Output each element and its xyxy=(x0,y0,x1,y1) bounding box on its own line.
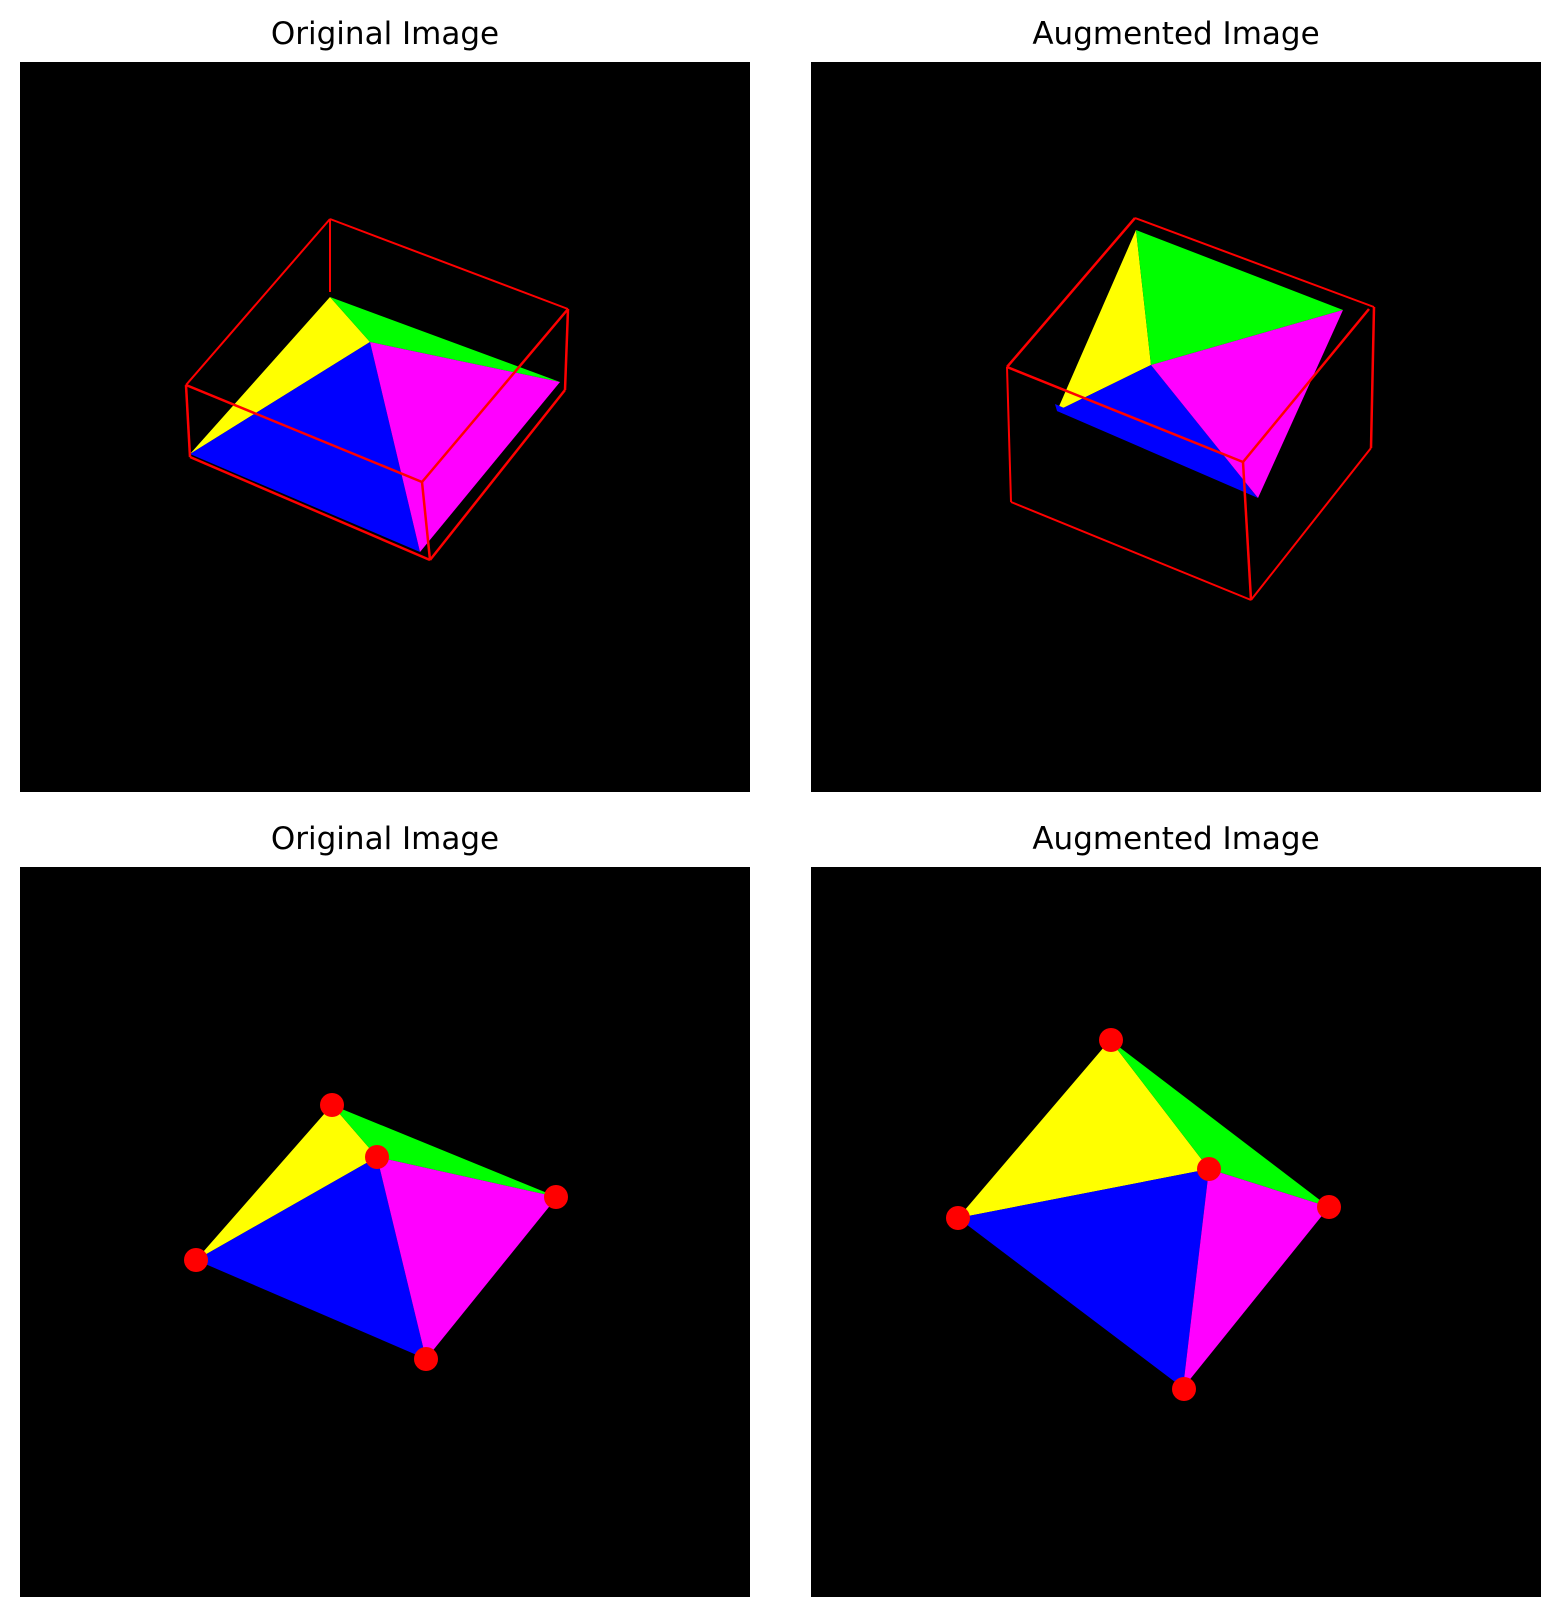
keypoint-apex xyxy=(365,1145,389,1169)
pyramid-face-magenta xyxy=(370,342,560,552)
bounding-box-back xyxy=(1006,217,1375,601)
original-image-with-bbox xyxy=(20,62,750,792)
pyramid-render-keypoints-augmented xyxy=(946,1028,1341,1401)
augmented-image-with-keypoints xyxy=(811,867,1541,1597)
keypoints xyxy=(946,1028,1341,1401)
augmented-image-with-bbox xyxy=(811,62,1541,792)
pyramid-face-yellow xyxy=(958,1040,1209,1218)
keypoint-apex-back xyxy=(1099,1028,1123,1052)
pyramid-render-keypoints-original xyxy=(184,1093,568,1371)
keypoint-right xyxy=(544,1185,568,1209)
bounding-box-back xyxy=(185,218,569,386)
pyramid-face-green xyxy=(1136,230,1343,365)
pyramid-face-yellow xyxy=(1057,230,1151,411)
keypoint-right xyxy=(1317,1195,1341,1219)
pyramid-face-green xyxy=(332,1105,557,1197)
pyramid-face-magenta xyxy=(377,1157,557,1359)
pyramid-face-blue xyxy=(958,1169,1209,1388)
keypoint-left xyxy=(184,1248,208,1272)
pyramid-face-magenta xyxy=(1151,310,1343,498)
pyramid-face-blue xyxy=(196,1157,426,1359)
pyramid-face-blue-edge xyxy=(1055,404,1258,498)
panel-title-top-right: Augmented Image xyxy=(1032,16,1320,52)
keypoint-bottom xyxy=(1172,1377,1196,1401)
pyramid-face-green xyxy=(1110,1040,1329,1207)
panel-title-bottom-left: Original Image xyxy=(270,821,500,857)
panel-title-bottom-right: Augmented Image xyxy=(1032,821,1320,857)
pyramid-face-blue xyxy=(1057,365,1258,498)
keypoint-bottom xyxy=(414,1347,438,1371)
keypoint-apex xyxy=(1197,1157,1221,1181)
pyramid-face-yellow xyxy=(196,1105,377,1260)
pyramid-face-magenta xyxy=(1183,1169,1329,1388)
pyramid-render-bbox-augmented xyxy=(1006,217,1376,601)
bounding-box-front xyxy=(1006,217,1376,601)
keypoint-apex-back xyxy=(320,1093,344,1117)
pyramid-render-bbox-original xyxy=(184,218,570,562)
pyramid-face-green xyxy=(330,297,560,382)
keypoint-left xyxy=(946,1206,970,1230)
panel-title-top-left: Original Image xyxy=(270,16,500,52)
pyramid-face-yellow xyxy=(190,297,370,454)
bounding-box-front xyxy=(184,308,570,562)
keypoints xyxy=(184,1093,568,1371)
original-image-with-keypoints xyxy=(20,867,750,1597)
pyramid-face-blue xyxy=(190,342,420,552)
